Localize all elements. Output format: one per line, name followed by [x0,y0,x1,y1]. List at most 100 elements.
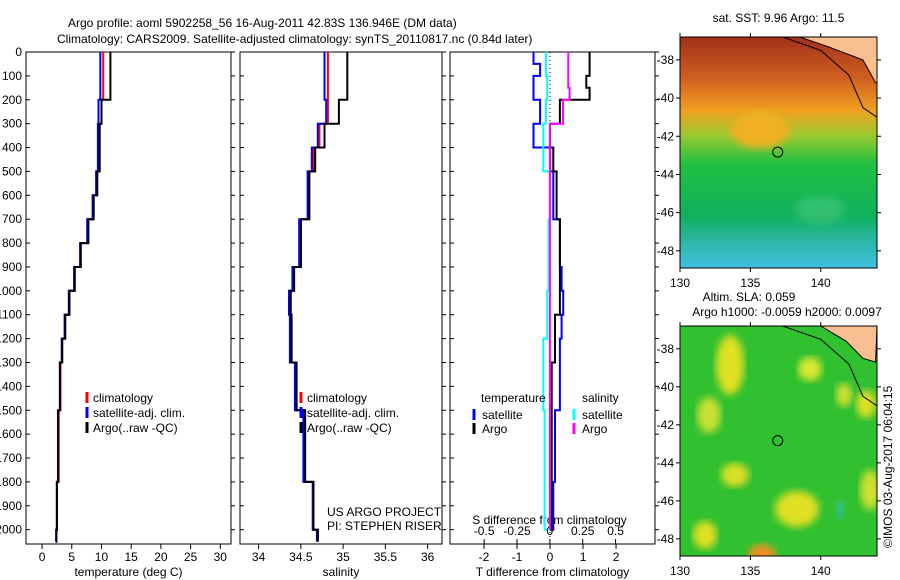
y-tick-label: -38 [657,342,675,356]
series-line-satellite-adj-clim- [55,52,102,543]
series-line-argo-raw-qc- [55,52,112,543]
sla-anomaly [860,470,877,510]
x-tick-label: 140 [811,564,831,578]
project-credit: US ARGO PROJECT [327,505,442,519]
land-mass [799,37,877,84]
x-tick-label: 25 [184,550,198,564]
sst-field [680,37,877,268]
sla-anomaly [716,335,744,395]
legend-label: satellite [582,408,623,422]
y-tick-label: 200 [2,93,22,107]
imos-stamp: ©IMOS 03-Aug-2017 06:04:15 [881,385,895,548]
map-subtitle: Argo h1000: -0.0059 h2000: 0.0097 [692,305,882,319]
y-tick-label: 600 [2,188,22,202]
y-tick-label: 1900 [0,499,22,513]
sla-anomaly [721,463,749,487]
x-tick-label: 130 [670,276,690,290]
y-tick-label: -48 [657,532,675,546]
plot-frame [239,51,443,545]
legend-header: temperature [481,391,546,405]
y-tick-label: 1700 [0,451,22,465]
y-tick-label: 1200 [0,332,22,346]
y-tick-label: 1000 [0,284,22,298]
legend-label: climatology [93,391,153,405]
profile-panel-2: 34 34.5 35 35.5 36 salinity climatologysatelli… [239,51,446,579]
y-tick-label: -46 [657,206,675,220]
x-axis-label: T difference from climatology [476,565,630,579]
plot-frame [25,51,232,545]
map-title: Altim. SLA: 0.059 [703,290,796,304]
y-tick-label: -42 [657,418,675,432]
x-tick-label: 135 [740,276,760,290]
profile-panel-3: -2 -1 0 1 2T difference from climatology -0.5… [449,51,659,579]
profile-panel-1: 0100200300400500600700800900100011001200… [0,45,235,579]
sla-anomaly [836,500,844,520]
figure-title-line2: Climatology: CARS2009. Satellite-adjuste… [57,32,532,46]
y-tick-label: 100 [2,69,22,83]
y-tick-label: 400 [2,141,22,155]
x-axis-label: salinity [323,565,360,579]
y-tick-label: -48 [657,244,675,258]
map-frame [679,325,878,557]
map-title: sat. SST: 9.96 Argo: 11.5 [713,11,845,25]
series-line-climatology [289,52,329,542]
x-tick-label: 34 [252,550,266,564]
legend-label: Argo [582,422,608,436]
sla-field [680,326,877,556]
y-tick-label: 1400 [0,379,22,393]
y-tick-label: 2000 [0,523,22,537]
legend-label: satellite-adj. clim. [93,406,185,420]
map-frame [679,36,878,269]
x-tick-label: 20 [154,550,168,564]
series-line-climatology [55,52,105,543]
y-tick-label: 700 [2,212,22,226]
y-tick-label: -44 [657,167,675,181]
sla-anomaly [836,383,852,407]
sst-map: 130 135 140 -38 -40 -42 -44 -46 -48 sat. SST: 9.9… [657,11,881,290]
x-tick-label: 130 [670,564,690,578]
x2-tick-label: 0.5 [607,524,624,538]
legend-label: climatology [307,391,367,405]
y-tick-label: -46 [657,494,675,508]
x-tick-label: 0 [39,550,46,564]
sla-anomaly [856,390,876,418]
x-tick-label: -1 [512,550,523,564]
cool-patch [795,196,845,224]
map-field [680,326,877,556]
map-field [680,37,877,268]
sla-anomaly [748,544,776,556]
warm-patch [730,112,790,148]
series-line-argo-raw-qc- [289,52,349,542]
legend-label: satellite-adj. clim. [307,406,399,420]
x2-tick-label: -0.5 [474,524,495,538]
x-tick-label: 2 [613,550,620,564]
legend-label: Argo(..raw -QC) [93,421,178,435]
x-tick-label: 35.5 [374,550,398,564]
x-tick-label: 0 [547,550,554,564]
x-tick-label: 10 [95,550,109,564]
pi-credit: PI: STEPHEN RISER [327,519,442,533]
sla-anomaly [697,397,721,433]
figure-title-line1: Argo profile: aoml 5902258_56 16-Aug-201… [68,16,457,30]
sla-map: 130 135 140 -38 -40 -42 -44 -46 -48 Altim. SLA: 0… [657,290,882,578]
series-line-satellite-adj-clim- [288,52,328,542]
y-tick-label: 0 [15,45,22,59]
x-tick-label: 35 [336,550,350,564]
x-tick-label: 30 [214,550,228,564]
y-tick-label: 1600 [0,427,22,441]
series-line-t-argo [549,52,591,531]
x-tick-label: 1 [580,550,587,564]
y-tick-label: 800 [2,236,22,250]
y-tick-label: 1500 [0,403,22,417]
legend-label: satellite [482,408,523,422]
y-tick-label: -44 [657,456,675,470]
legend-header: salinity [582,391,619,405]
x-tick-label: 135 [740,564,760,578]
y-tick-label: 1800 [0,475,22,489]
x-tick-label: -2 [479,550,490,564]
y-tick-label: 900 [2,260,22,274]
x-axis-label: temperature (deg C) [74,565,182,579]
bathymetry-contour [782,326,877,407]
bathymetry-contour [782,37,877,118]
